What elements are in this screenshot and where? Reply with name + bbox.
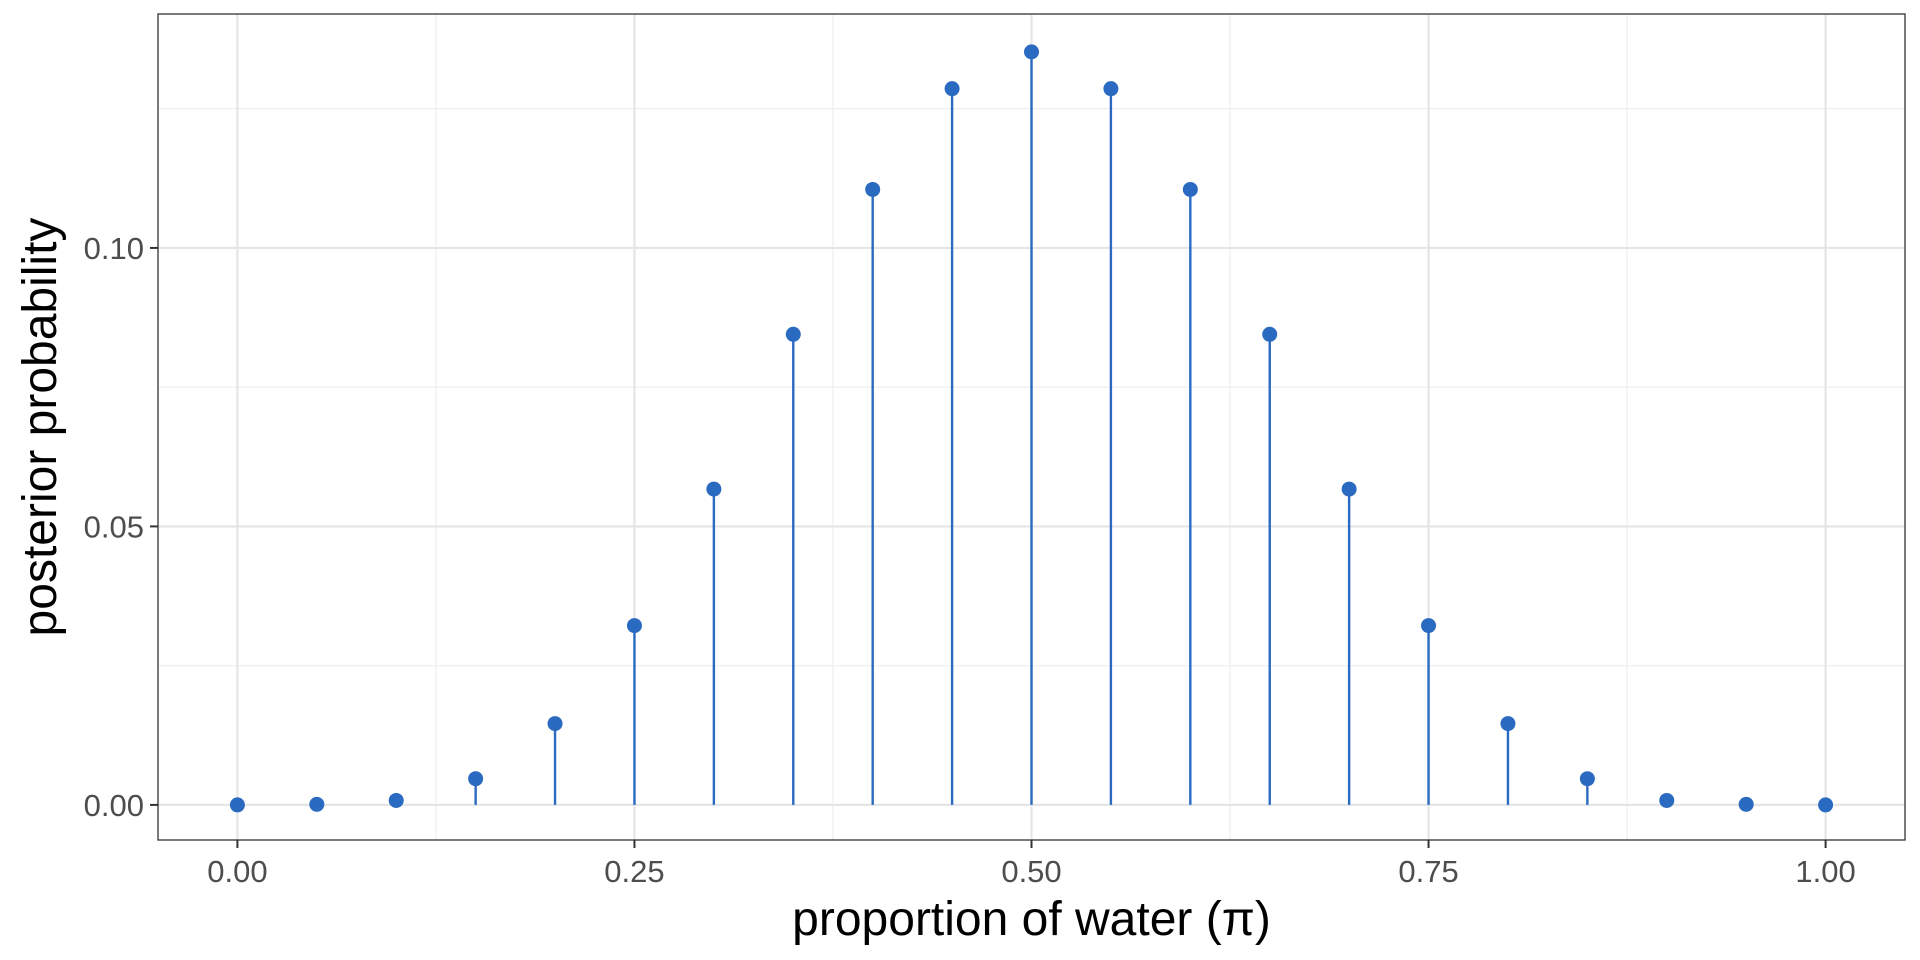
x-tick-label: 0.25 [604, 854, 664, 889]
data-point [944, 81, 960, 97]
data-point [1818, 797, 1834, 813]
data-point [309, 796, 325, 812]
data-point [1738, 796, 1754, 812]
data-point [1421, 618, 1437, 634]
data-point [1341, 481, 1357, 497]
data-point [547, 716, 563, 732]
data-point [1659, 792, 1675, 808]
y-axis-ticks: 0.00 0.05 0.10 [84, 231, 158, 823]
x-tick-label: 0.75 [1398, 854, 1458, 889]
y-tick-label: 0.00 [84, 788, 144, 823]
data-point [1579, 771, 1595, 787]
data-point [706, 481, 722, 497]
x-tick-label: 1.00 [1795, 854, 1855, 889]
data-point [626, 618, 642, 634]
stem-lines [315, 51, 1748, 805]
x-tick-label: 0.50 [1001, 854, 1061, 889]
data-point [229, 797, 245, 813]
data-point [1500, 716, 1516, 732]
data-point [785, 326, 801, 342]
x-axis-ticks: 0.00 0.25 0.50 0.75 1.00 [207, 840, 1856, 889]
data-point [1103, 81, 1119, 97]
data-point [1024, 44, 1039, 60]
x-tick-label: 0.00 [207, 854, 267, 889]
y-axis-title: posterior probability [14, 218, 67, 637]
data-point [468, 771, 484, 787]
x-axis-title: proportion of water (π) [792, 893, 1271, 946]
data-point [1182, 181, 1198, 197]
data-point [388, 792, 404, 808]
y-tick-label: 0.10 [84, 231, 144, 266]
y-tick-label: 0.05 [84, 509, 144, 544]
data-point [865, 181, 881, 197]
data-point [1262, 326, 1278, 342]
data-points [229, 44, 1834, 813]
